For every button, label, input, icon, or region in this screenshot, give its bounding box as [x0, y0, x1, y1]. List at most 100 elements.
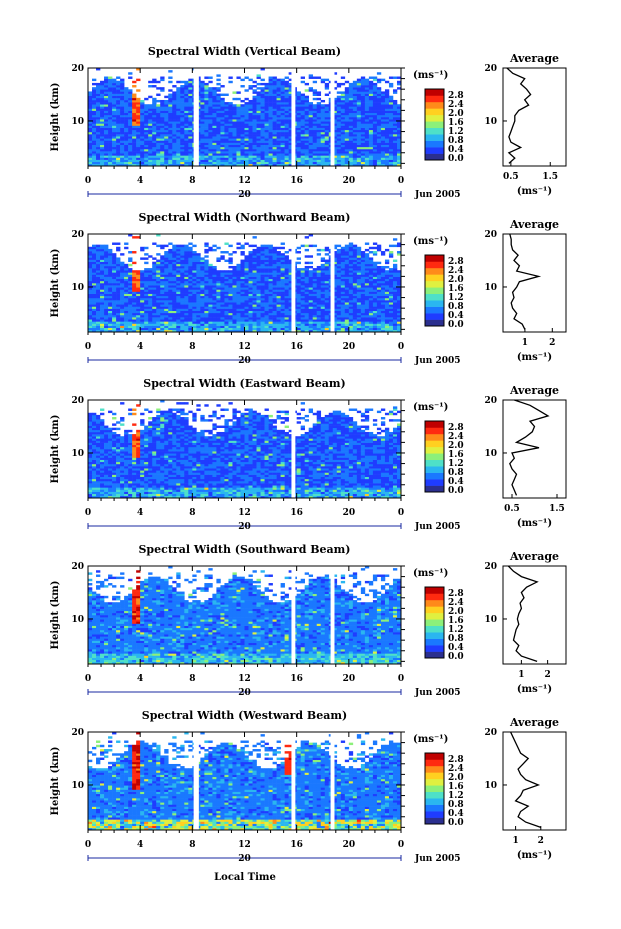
colorbar-tick-label: 0.8	[448, 634, 464, 644]
colorbar-frame	[424, 586, 445, 659]
x-tick-label: 16	[290, 508, 303, 518]
data-gap	[291, 68, 296, 166]
x-tick-label: 20	[343, 176, 356, 186]
colorbar-tick-label: 2.0	[448, 607, 464, 617]
profile-x-tick-label: 0.5	[504, 504, 520, 514]
colorbar-tick-label: 1.6	[448, 782, 464, 792]
colorbar-unit: (ms⁻¹)	[413, 734, 448, 745]
date-month-label: Jun 2005	[414, 854, 461, 864]
profile-line	[509, 233, 542, 330]
colorbar-tick-label: 2.0	[448, 441, 464, 451]
x-tick-label: 16	[290, 176, 303, 186]
y-tick-label: 10	[71, 615, 84, 625]
date-day-label: 20	[238, 356, 251, 366]
data-gap	[330, 234, 335, 332]
colorbar-swatch	[425, 433, 444, 441]
date-month-label: Jun 2005	[414, 190, 461, 200]
colorbar-swatch	[425, 772, 444, 780]
y-axis-label: Height (km)	[50, 83, 61, 152]
y-tick-label: 10	[71, 117, 84, 127]
colorbar-unit: (ms⁻¹)	[413, 70, 448, 81]
colorbar-swatch	[425, 114, 444, 122]
y-tick-label: 20	[71, 230, 84, 240]
profile-line	[509, 399, 550, 496]
colorbar-swatch	[425, 293, 444, 301]
colorbar-swatch	[425, 606, 444, 614]
y-tick-label: 20	[71, 562, 84, 572]
colorbar-tick-label: 2.4	[448, 100, 464, 110]
colorbar-tick-label: 0.8	[448, 800, 464, 810]
colorbar-swatch	[425, 261, 444, 269]
y-tick-label: 20	[71, 728, 84, 738]
colorbar-swatch	[425, 791, 444, 799]
profile-x-label: (ms⁻¹)	[517, 352, 552, 363]
date-month-label: Jun 2005	[414, 522, 461, 532]
x-tick-label: 4	[137, 508, 143, 518]
x-tick-label: 0	[85, 176, 91, 186]
colorbar-swatch	[425, 472, 444, 480]
colorbar-tick-label: 1.2	[448, 127, 464, 137]
colorbar-tick-label: 2.0	[448, 773, 464, 783]
date-day-label: 20	[238, 522, 251, 532]
chart-title: Spectral Width (Vertical Beam)	[148, 45, 341, 58]
x-tick-label: 0	[85, 508, 91, 518]
profile-frame	[502, 731, 567, 831]
colorbar-swatch	[425, 453, 444, 461]
colorbar-tick-label: 2.8	[448, 589, 464, 599]
profile-y-tick-label: 20	[484, 230, 497, 240]
colorbar-tick-label: 0.0	[448, 154, 464, 164]
profile-y-tick-label: 10	[484, 283, 497, 293]
data-gap	[291, 400, 296, 498]
colorbar-swatch	[425, 785, 444, 793]
colorbar-swatch	[425, 651, 444, 659]
x-tick-label: 0	[398, 342, 404, 352]
colorbar-swatch	[425, 89, 444, 96]
profile-x-label: (ms⁻¹)	[517, 850, 552, 861]
colorbar-swatch	[425, 319, 444, 327]
colorbar-tick-label: 0.4	[448, 311, 464, 321]
date-month-label: Jun 2005	[414, 356, 461, 366]
colorbar-swatch	[425, 153, 444, 161]
heatmap-cells	[88, 400, 402, 499]
profile-x-tick-label: 1.5	[549, 504, 565, 514]
colorbar-tick-label: 2.4	[448, 432, 464, 442]
data-gap	[330, 732, 335, 830]
x-axis-label: Local Time	[214, 872, 276, 883]
x-tick-label: 20	[343, 508, 356, 518]
colorbar-tick-label: 0.4	[448, 477, 464, 487]
colorbar-swatch	[425, 108, 444, 116]
colorbar-swatch	[425, 255, 444, 262]
profile-y-tick-label: 20	[484, 562, 497, 572]
profile-title: Average	[509, 716, 559, 729]
chart-title: Spectral Width (Northward Beam)	[139, 211, 351, 224]
heatmap-cells	[88, 68, 402, 167]
colorbar-tick-label: 0.0	[448, 818, 464, 828]
x-tick-label: 12	[238, 176, 251, 186]
colorbar-tick-label: 2.0	[448, 109, 464, 119]
colorbar-swatch	[425, 798, 444, 805]
colorbar-swatch	[425, 459, 444, 467]
profile-x-tick-label: 1	[518, 670, 524, 680]
y-axis-label: Height (km)	[50, 415, 61, 484]
colorbar-swatch	[425, 778, 444, 786]
colorbar-swatch	[425, 440, 444, 448]
profile-title: Average	[509, 384, 559, 397]
chart-panel: Spectral Width (Westward Beam) Height (km…	[50, 709, 567, 864]
x-tick-label: 20	[343, 342, 356, 352]
heatmap-cells	[88, 234, 402, 333]
profile-y-tick-label: 20	[484, 396, 497, 406]
profile-y-tick-label: 10	[484, 449, 497, 459]
colorbar-tick-label: 0.0	[448, 320, 464, 330]
colorbar-swatch	[425, 147, 444, 154]
y-axis-label: Height (km)	[50, 249, 61, 318]
colorbar-tick-label: 1.6	[448, 284, 464, 294]
x-tick-label: 0	[398, 176, 404, 186]
colorbar-swatch	[425, 446, 444, 454]
colorbar-swatch	[425, 421, 444, 428]
colorbar-swatch	[425, 625, 444, 633]
y-tick-label: 20	[71, 64, 84, 74]
date-month-label: Jun 2005	[414, 688, 461, 698]
colorbar-tick-label: 2.4	[448, 598, 464, 608]
y-tick-label: 10	[71, 449, 84, 459]
